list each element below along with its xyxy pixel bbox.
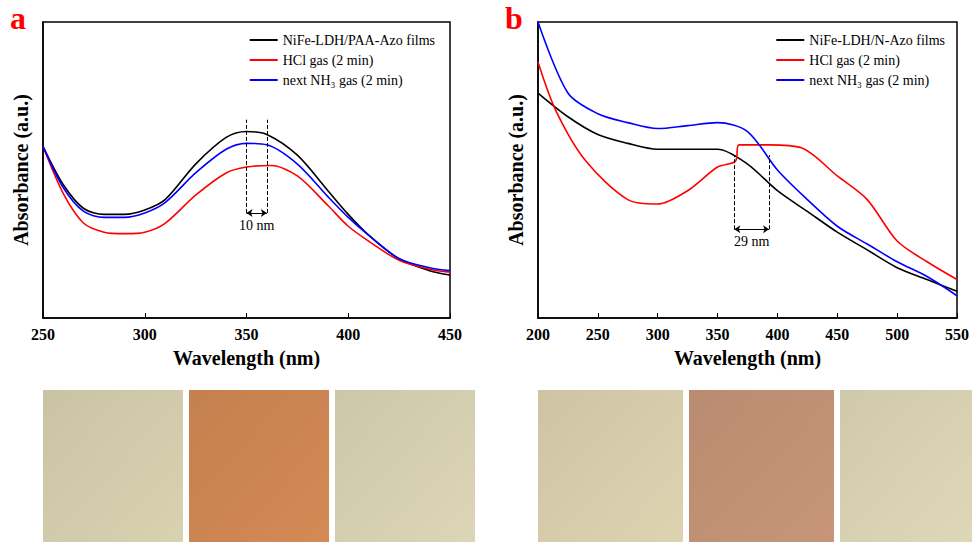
- svg-text:350: 350: [235, 326, 259, 343]
- svg-text:29 nm: 29 nm: [734, 234, 770, 249]
- svg-text:NiFe-LDH/N-Azo films: NiFe-LDH/N-Azo films: [809, 33, 945, 48]
- svg-text:450: 450: [825, 326, 849, 343]
- svg-text:500: 500: [885, 326, 909, 343]
- svg-text:NiFe-LDH/PAA-Azo films: NiFe-LDH/PAA-Azo films: [283, 33, 435, 48]
- svg-text:Absorbance (a.u.): Absorbance (a.u.): [505, 94, 528, 246]
- svg-text:10 nm: 10 nm: [239, 218, 275, 233]
- svg-text:next NH₃ gas (2 min): next NH₃ gas (2 min): [283, 73, 403, 89]
- svg-text:200: 200: [526, 326, 550, 343]
- svg-text:400: 400: [336, 326, 360, 343]
- svg-text:HCl gas (2 min): HCl gas (2 min): [283, 53, 374, 69]
- svg-text:400: 400: [765, 326, 789, 343]
- svg-text:next NH₃ gas (2 min): next NH₃ gas (2 min): [809, 73, 929, 89]
- svg-text:Absorbance (a.u.): Absorbance (a.u.): [10, 94, 33, 246]
- svg-text:Wavelength (nm): Wavelength (nm): [674, 347, 821, 370]
- svg-text:300: 300: [646, 326, 670, 343]
- svg-text:b: b: [505, 0, 523, 36]
- svg-text:a: a: [10, 0, 26, 36]
- svg-text:350: 350: [706, 326, 730, 343]
- svg-text:HCl gas (2 min): HCl gas (2 min): [809, 53, 900, 69]
- svg-text:550: 550: [945, 326, 969, 343]
- svg-text:250: 250: [586, 326, 610, 343]
- svg-text:300: 300: [133, 326, 157, 343]
- svg-text:Wavelength (nm): Wavelength (nm): [173, 347, 320, 370]
- svg-text:450: 450: [438, 326, 462, 343]
- svg-text:250: 250: [31, 326, 55, 343]
